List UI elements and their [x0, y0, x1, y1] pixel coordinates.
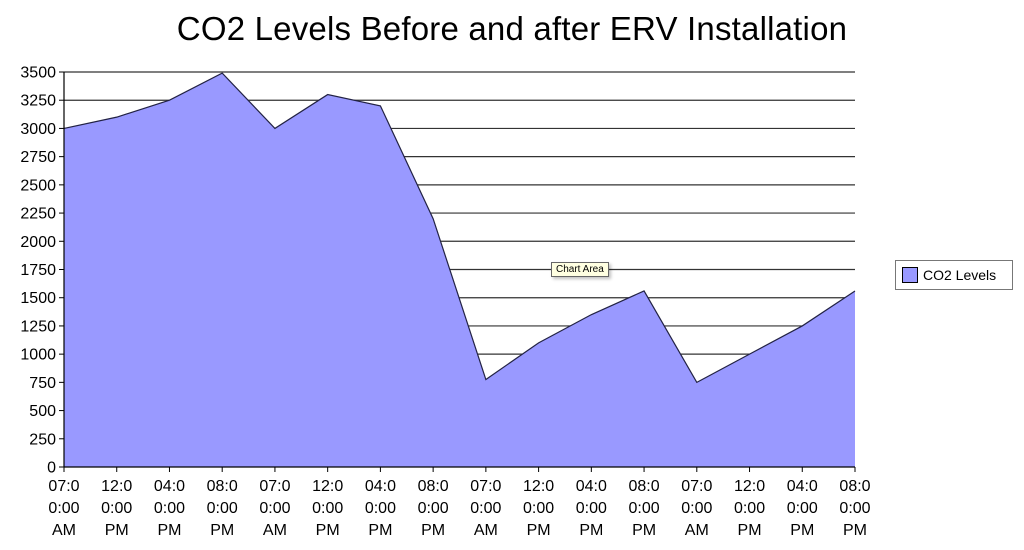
chart-area-tooltip: Chart Area	[551, 262, 609, 277]
y-tick-label: 1250	[20, 318, 56, 335]
y-tick-label: 0	[47, 460, 56, 477]
x-tick-label: 04:0 0:00 PM	[365, 478, 396, 539]
x-tick-label: 12:0 0:00 PM	[312, 478, 343, 539]
x-tick-label: 12:0 0:00 PM	[734, 478, 765, 539]
x-tick-label: 07:0 0:00 AM	[259, 478, 290, 539]
x-tick-label: 04:0 0:00 PM	[576, 478, 607, 539]
x-tick-label: 08:0 0:00 PM	[207, 478, 238, 539]
axes	[59, 71, 856, 472]
y-tick-label: 1750	[20, 262, 56, 279]
y-tick-label: 2750	[20, 149, 56, 166]
x-tick-labels: 07:0 0:00 AM 12:0 0:00 PM 04:0 0:00 PM 08:0 0:00 PM…	[48, 478, 870, 539]
x-tick-label: 12:0 0:00 PM	[523, 478, 554, 539]
legend: CO2 Levels	[895, 260, 1013, 290]
y-tick-label: 2000	[20, 234, 56, 251]
y-tick-labels: 0 250 500 750 1000 1250 1500 1750 2000 2250 2500 27…	[20, 65, 56, 477]
y-tick-label: 3500	[20, 65, 56, 82]
x-tick-label: 08:0 0:00 PM	[839, 478, 870, 539]
x-tick-label: 12:0 0:00 PM	[101, 478, 132, 539]
y-tick-label: 250	[29, 431, 56, 448]
x-tick-label: 07:0 0:00 AM	[681, 478, 712, 539]
x-tick-label: 08:0 0:00 PM	[418, 478, 449, 539]
y-tick-label: 3250	[20, 93, 56, 110]
x-tick-label: 07:0 0:00 AM	[48, 478, 79, 539]
legend-swatch	[902, 267, 918, 283]
y-tick-label: 2500	[20, 177, 56, 194]
x-tick-label: 07:0 0:00 AM	[470, 478, 501, 539]
y-tick-label: 1500	[20, 290, 56, 307]
y-tick-label: 2250	[20, 206, 56, 223]
x-tick-label: 04:0 0:00 PM	[787, 478, 818, 539]
series-area-co2-levels[interactable]	[64, 73, 855, 467]
y-tick-label: 750	[29, 375, 56, 392]
legend-label: CO2 Levels	[923, 267, 997, 283]
series-line-co2-levels	[63, 72, 856, 384]
x-tick-label: 04:0 0:00 PM	[154, 478, 185, 539]
y-tick-label: 500	[29, 403, 56, 420]
series-area-layer	[63, 72, 856, 467]
y-tick-label: 1000	[20, 347, 56, 364]
x-tick-label: 08:0 0:00 PM	[628, 478, 659, 539]
chart-title: CO2 Levels Before and after ERV Installa…	[176, 10, 848, 47]
y-tick-label: 3000	[20, 121, 56, 138]
